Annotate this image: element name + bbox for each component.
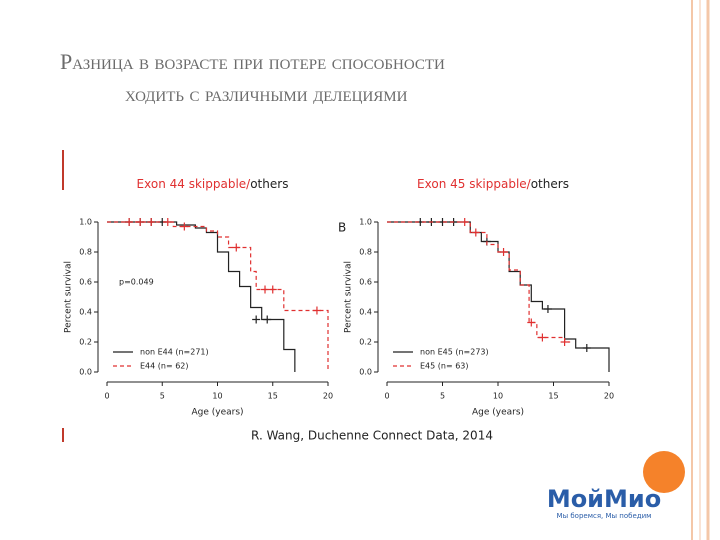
survival-curve — [107, 221, 329, 372]
legend-label: E45 (n= 63) — [420, 362, 469, 371]
title-part: Exon 45 skippable/ — [417, 177, 532, 191]
x-axis-label: Age (years) — [191, 408, 243, 418]
y-tick-label: 0.8 — [79, 248, 92, 257]
y-tick-label: 1.0 — [359, 218, 372, 227]
x-axis-label: Age (years) — [472, 408, 524, 418]
chart-title: Exon 45 skippable/others — [417, 177, 569, 191]
censor-mark — [261, 285, 270, 294]
logo: МойМио — [547, 485, 661, 513]
censor-mark — [538, 333, 547, 342]
y-tick-label: 0.6 — [359, 278, 372, 287]
y-tick-label: 0.6 — [79, 278, 92, 287]
censor-mark — [252, 315, 261, 324]
y-tick-label: 0.2 — [359, 338, 372, 347]
x-tick-label: 10 — [493, 392, 503, 401]
legend-label: non E45 (n=273) — [420, 348, 489, 357]
x-tick-label: 10 — [212, 392, 222, 401]
survival-curve — [387, 221, 571, 343]
x-tick-label: 0 — [104, 392, 109, 401]
annotation: p=0.049 — [119, 278, 154, 287]
x-tick-label: 0 — [384, 392, 389, 401]
y-tick-label: 0.4 — [359, 308, 372, 317]
censor-mark — [471, 228, 480, 237]
logo-circle — [643, 451, 685, 493]
y-tick-label: 0.4 — [79, 308, 92, 317]
x-tick-label: 20 — [604, 392, 614, 401]
y-axis-label: Percent survival — [64, 261, 74, 333]
x-tick-label: 5 — [440, 392, 445, 401]
y-axis-label: Percent survival — [344, 261, 354, 333]
censor-mark — [499, 248, 508, 256]
censor-mark — [163, 218, 172, 226]
censor-mark — [460, 218, 469, 226]
panel-label: B — [338, 221, 346, 235]
slogan: Мы боремся, Мы победим — [557, 512, 652, 520]
censor-mark — [527, 318, 536, 327]
x-tick-label: 15 — [548, 392, 558, 401]
title-part: others — [250, 177, 288, 191]
legend-label: E44 (n= 62) — [140, 362, 189, 371]
censor-mark — [136, 218, 145, 226]
slide-title: ходить с различными делециями — [125, 81, 408, 106]
y-tick-label: 0.2 — [79, 338, 92, 347]
y-tick-label: 0.0 — [359, 368, 372, 377]
title-part: Exon 44 skippable/ — [137, 177, 252, 191]
chart-title: Exon 44 skippable/others — [137, 177, 289, 191]
censor-mark — [560, 338, 569, 346]
censor-mark — [232, 243, 241, 252]
legend-label: non E44 (n=271) — [140, 348, 209, 357]
censor-mark — [582, 344, 591, 352]
censor-mark — [180, 222, 189, 231]
y-tick-label: 0.0 — [79, 368, 92, 377]
x-tick-label: 20 — [323, 392, 333, 401]
censor-mark — [263, 315, 272, 324]
censor-mark — [268, 285, 277, 294]
censor-mark — [312, 306, 321, 315]
citation: R. Wang, Duchenne Connect Data, 2014 — [251, 429, 493, 443]
y-tick-label: 1.0 — [79, 218, 92, 227]
x-tick-label: 15 — [268, 392, 278, 401]
slide-title: Разница в возрасте при потере способност… — [60, 49, 445, 74]
y-tick-label: 0.8 — [359, 248, 372, 257]
x-tick-label: 5 — [160, 392, 165, 401]
censor-mark — [147, 218, 156, 226]
censor-mark — [125, 218, 134, 226]
censor-mark — [543, 305, 552, 313]
title-part: others — [531, 177, 569, 191]
